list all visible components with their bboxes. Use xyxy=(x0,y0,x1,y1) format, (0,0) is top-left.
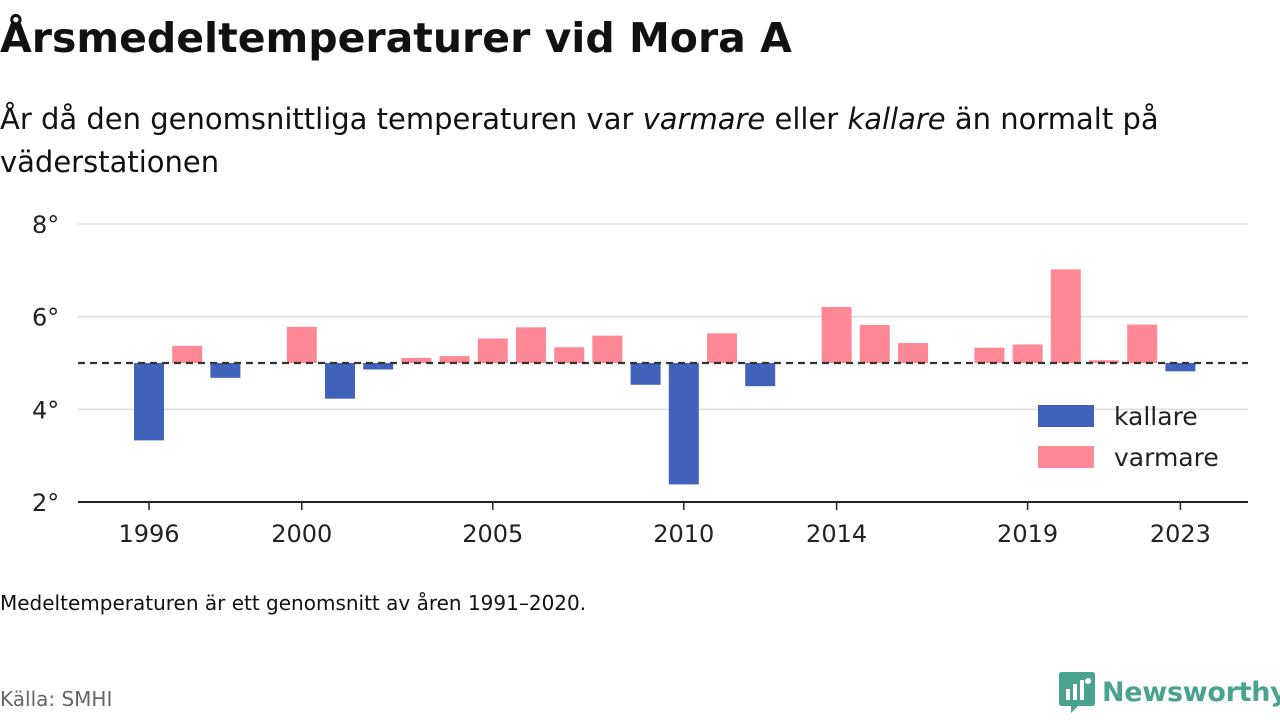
y-tick-label: 8° xyxy=(32,211,59,239)
subtitle-emphasis-kallare: kallare xyxy=(847,102,946,136)
subtitle-text-1: År då den genomsnittliga temperaturen va… xyxy=(0,102,643,136)
x-tick-label: 2000 xyxy=(271,520,332,548)
y-tick-label: 2° xyxy=(32,489,59,517)
x-tick-label: 2019 xyxy=(997,520,1058,548)
x-tick-label: 1996 xyxy=(118,520,179,548)
source-credit: Källa: SMHI xyxy=(0,687,113,711)
newsworthy-logo-icon xyxy=(1059,672,1095,713)
bar-2002 xyxy=(363,363,394,370)
bar-2015 xyxy=(859,325,890,363)
bar-2016 xyxy=(898,343,928,363)
x-tick-label: 2010 xyxy=(653,520,714,548)
bar-1998 xyxy=(210,363,241,378)
bar-2006 xyxy=(516,327,546,363)
newsworthy-brand: Newsworthy xyxy=(1058,670,1280,714)
bar-2001 xyxy=(325,363,355,399)
bar-2014 xyxy=(821,306,852,363)
brand-name: Newsworthy xyxy=(1102,676,1280,708)
bar-2005 xyxy=(477,338,508,363)
subtitle-emphasis-varmare: varmare xyxy=(642,102,766,136)
bar-2018 xyxy=(974,347,1005,363)
bar-2000 xyxy=(286,326,317,363)
legend-label-varmare: varmare xyxy=(1114,443,1219,472)
chart-subtitle: År då den genomsnittliga temperaturen va… xyxy=(0,98,1270,184)
subtitle-text-3: än normalt på väderstationen xyxy=(0,102,1159,179)
x-tick-label: 2014 xyxy=(806,520,867,548)
bar-2022 xyxy=(1127,324,1158,363)
bar-2007 xyxy=(554,347,585,363)
bar-2023 xyxy=(1165,363,1196,372)
bar-2008 xyxy=(592,335,623,363)
bar-2020 xyxy=(1050,269,1081,363)
legend: kallare varmare xyxy=(1038,402,1219,472)
x-tick-label: 2005 xyxy=(462,520,523,548)
bar-1996 xyxy=(134,363,164,441)
legend-swatch-varmare xyxy=(1038,446,1094,468)
bar-1997 xyxy=(172,345,203,363)
chart-title: Årsmedeltemperaturer vid Mora A xyxy=(0,14,792,62)
legend-swatch-kallare xyxy=(1038,405,1094,427)
bar-2021 xyxy=(1089,360,1119,363)
bar-2019 xyxy=(1012,344,1043,363)
bar-2003 xyxy=(401,357,432,363)
temperature-bar-chart: 2° 4° 6° 8° 1996 2000 2005 2010 2014 2019 2023 kal… xyxy=(32,211,1248,548)
bars xyxy=(134,269,1196,485)
bar-2010 xyxy=(668,363,699,485)
x-tick-label: 2023 xyxy=(1150,520,1211,548)
chart-footnote: Medeltemperaturen är ett genomsnitt av å… xyxy=(0,591,587,615)
y-tick-label: 6° xyxy=(32,304,59,332)
bar-2011 xyxy=(707,333,737,363)
bar-2004 xyxy=(439,356,470,363)
axes: 2° 4° 6° 8° 1996 2000 2005 2010 2014 2019 2023 xyxy=(32,211,1248,548)
subtitle-text-2: eller xyxy=(765,102,848,136)
y-tick-label: 4° xyxy=(32,396,59,424)
bar-2009 xyxy=(630,363,661,385)
bar-2012 xyxy=(745,363,776,387)
legend-label-kallare: kallare xyxy=(1114,402,1198,431)
